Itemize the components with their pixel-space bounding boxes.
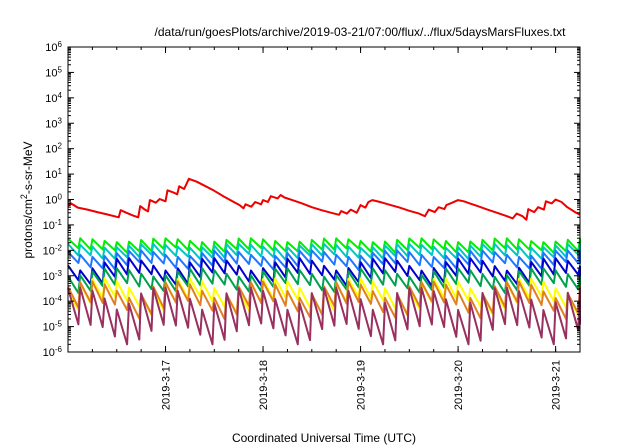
y-tick-label: 10-4 (43, 294, 63, 309)
x-tick-label: 2019-3-18 (258, 360, 270, 410)
series-line (67, 267, 581, 295)
y-tick-label: 10-5 (43, 319, 63, 334)
series-line (67, 257, 581, 288)
y-tick-label: 100 (45, 192, 62, 207)
y-tick-label: 103 (45, 116, 62, 131)
y-axis-label-rest: -s-sr-MeV (21, 141, 35, 194)
series-line (67, 280, 581, 321)
x-axis-label: Coordinated Universal Time (UTC) (232, 431, 416, 445)
y-tick-label: 10-1 (43, 217, 63, 232)
x-tick-label: 2019-3-21 (551, 360, 563, 410)
chart-title: /data/run/goesPlots/archive/2019-03-21/0… (155, 25, 567, 39)
y-tick-label: 105 (45, 65, 62, 80)
x-axis: 2019-3-17 2019-3-18 2019-3-19 2019-3-20 2019… (91, 47, 563, 410)
series-line (67, 177, 581, 221)
y-axis-label: protons/cm2-s-sr-MeV (19, 141, 35, 258)
y-tick-label: 10-3 (43, 268, 63, 283)
x-tick-label: 2019-3-19 (356, 360, 368, 410)
y-tick-label: 10-2 (43, 243, 63, 257)
y-axis: 10-6 10-5 10-4 10-3 10-2 10-1 100 101 102 103 104 1… (43, 40, 580, 360)
x-tick-label: 2019-3-20 (453, 360, 465, 410)
y-tick-label: 10-6 (43, 345, 63, 360)
y-tick-label: 104 (45, 90, 62, 105)
y-tick-label: 106 (45, 40, 62, 55)
y-axis-label-base: protons/cm (21, 199, 35, 258)
series-line (67, 237, 581, 255)
y-axis-label-sup: 2 (19, 194, 29, 199)
y-tick-label: 102 (45, 141, 62, 156)
y-tick-label: 101 (45, 167, 62, 182)
series-line (67, 242, 581, 261)
plot-series-group (67, 177, 581, 346)
x-tick-label: 2019-3-17 (161, 360, 173, 410)
series-line (67, 249, 581, 271)
series-line (67, 286, 581, 346)
